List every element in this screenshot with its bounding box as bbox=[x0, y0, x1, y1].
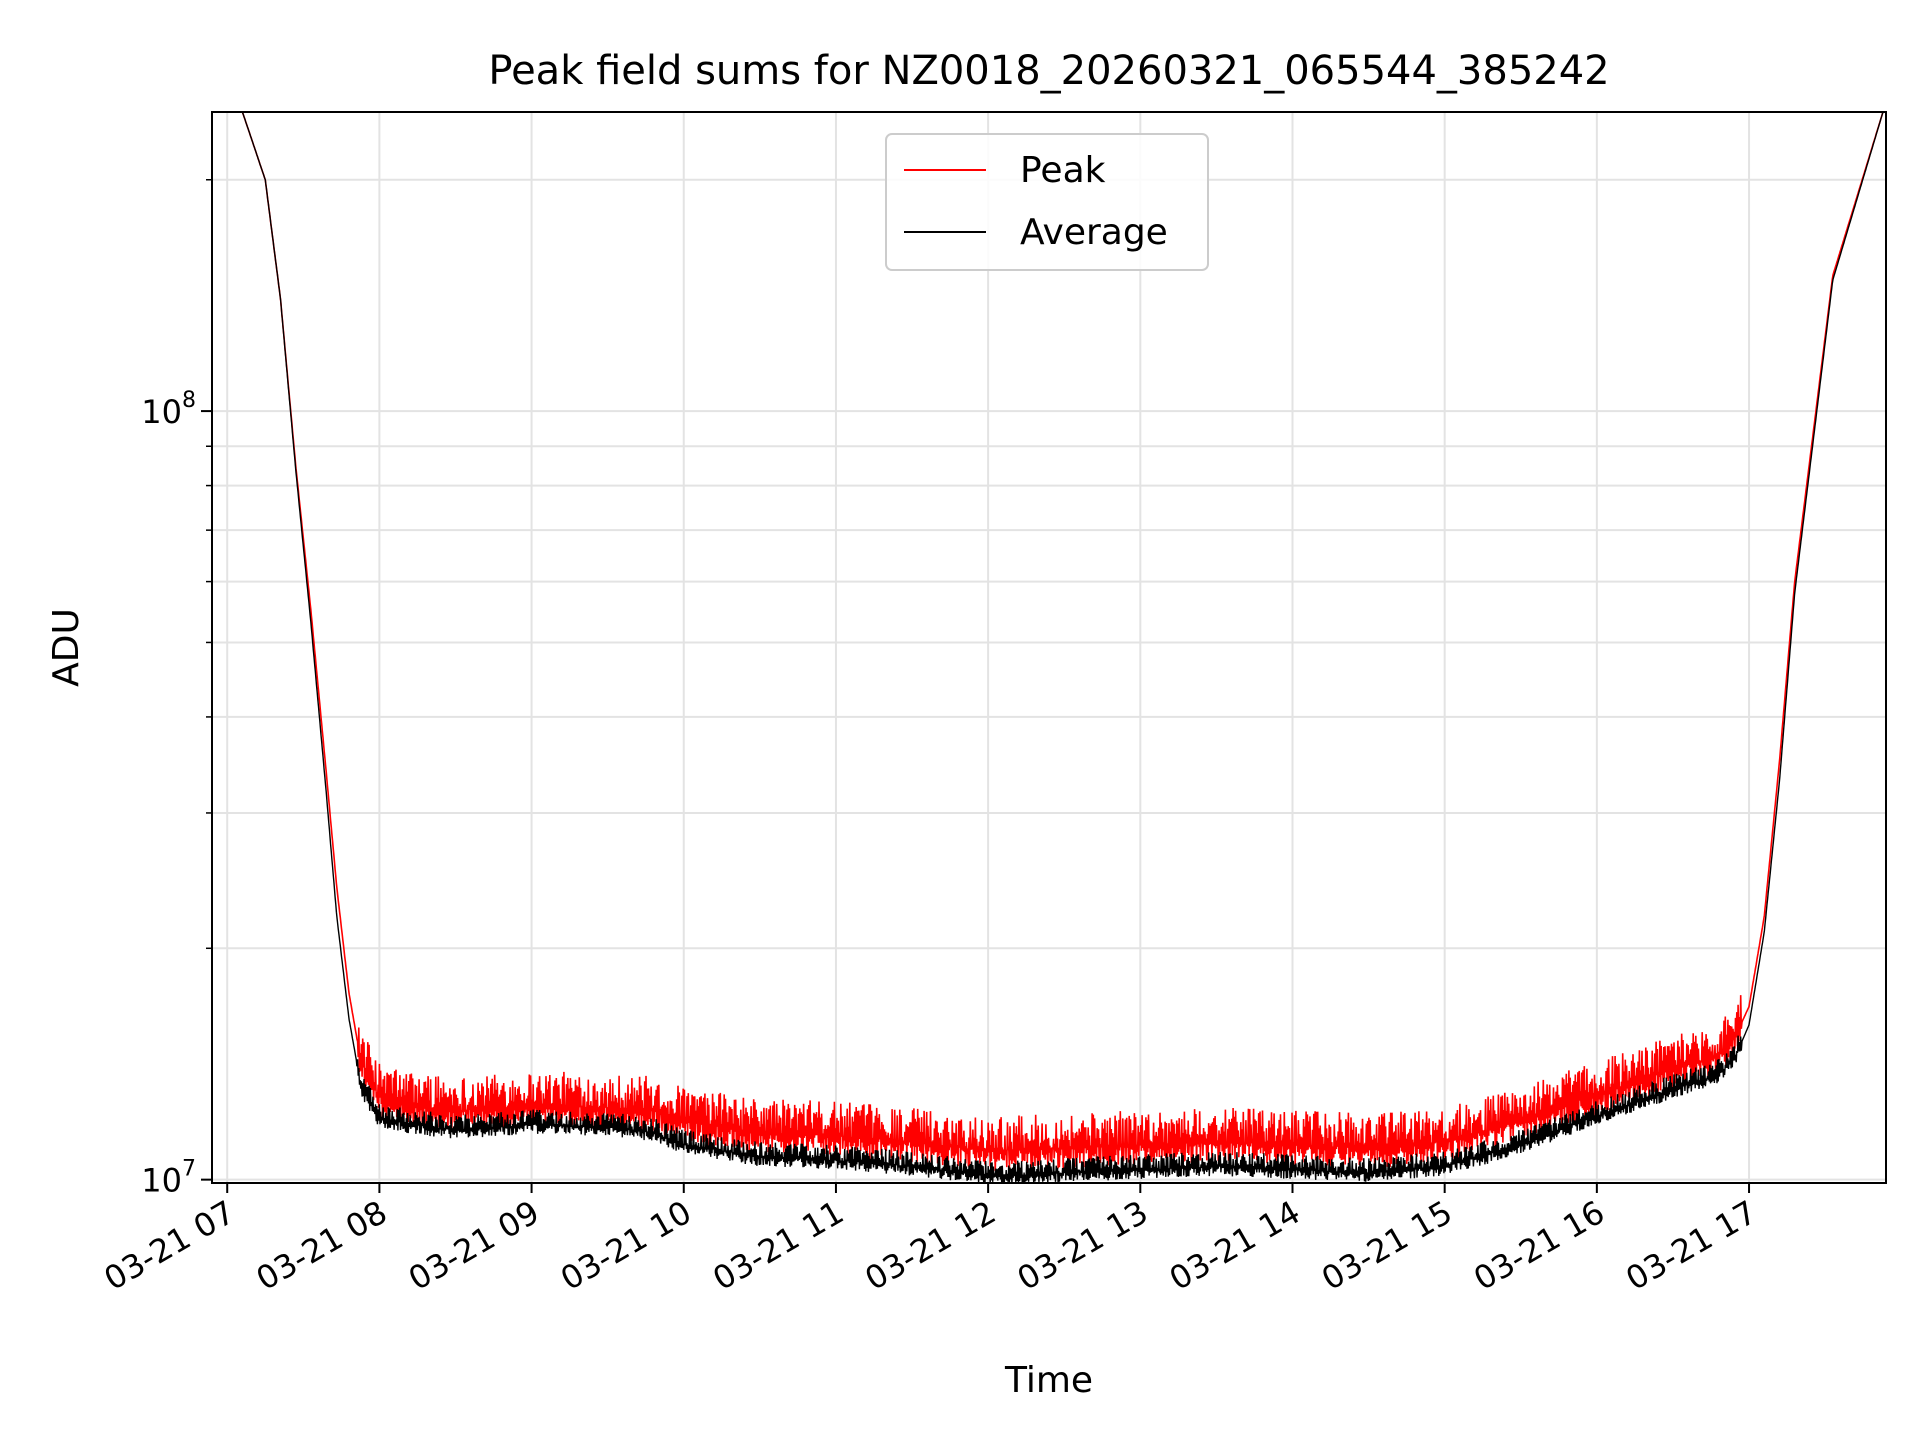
x-axis-label: Time bbox=[1004, 1360, 1093, 1401]
y-tick-base: 10 bbox=[141, 393, 182, 431]
y-tick-label: 107 bbox=[141, 1157, 196, 1200]
y-tick-base: 10 bbox=[141, 1162, 182, 1200]
y-tick-exponent: 8 bbox=[182, 388, 196, 413]
plot-series bbox=[216, 112, 1884, 1183]
legend-box bbox=[885, 133, 1209, 271]
chart-title: Peak field sums for NZ0018_20260321_0655… bbox=[488, 48, 1609, 94]
y-axis-label: ADU bbox=[46, 608, 87, 687]
legend-label-peak: Peak bbox=[1020, 150, 1106, 191]
plot-frame bbox=[211, 111, 1887, 1184]
legend: Peak Average bbox=[885, 133, 1209, 271]
series-line-average bbox=[216, 112, 1884, 1183]
series-line-peak bbox=[216, 112, 1884, 1171]
legend-label-average: Average bbox=[1020, 212, 1168, 253]
y-tick-label: 108 bbox=[141, 388, 196, 431]
y-tick-exponent: 7 bbox=[182, 1157, 196, 1182]
